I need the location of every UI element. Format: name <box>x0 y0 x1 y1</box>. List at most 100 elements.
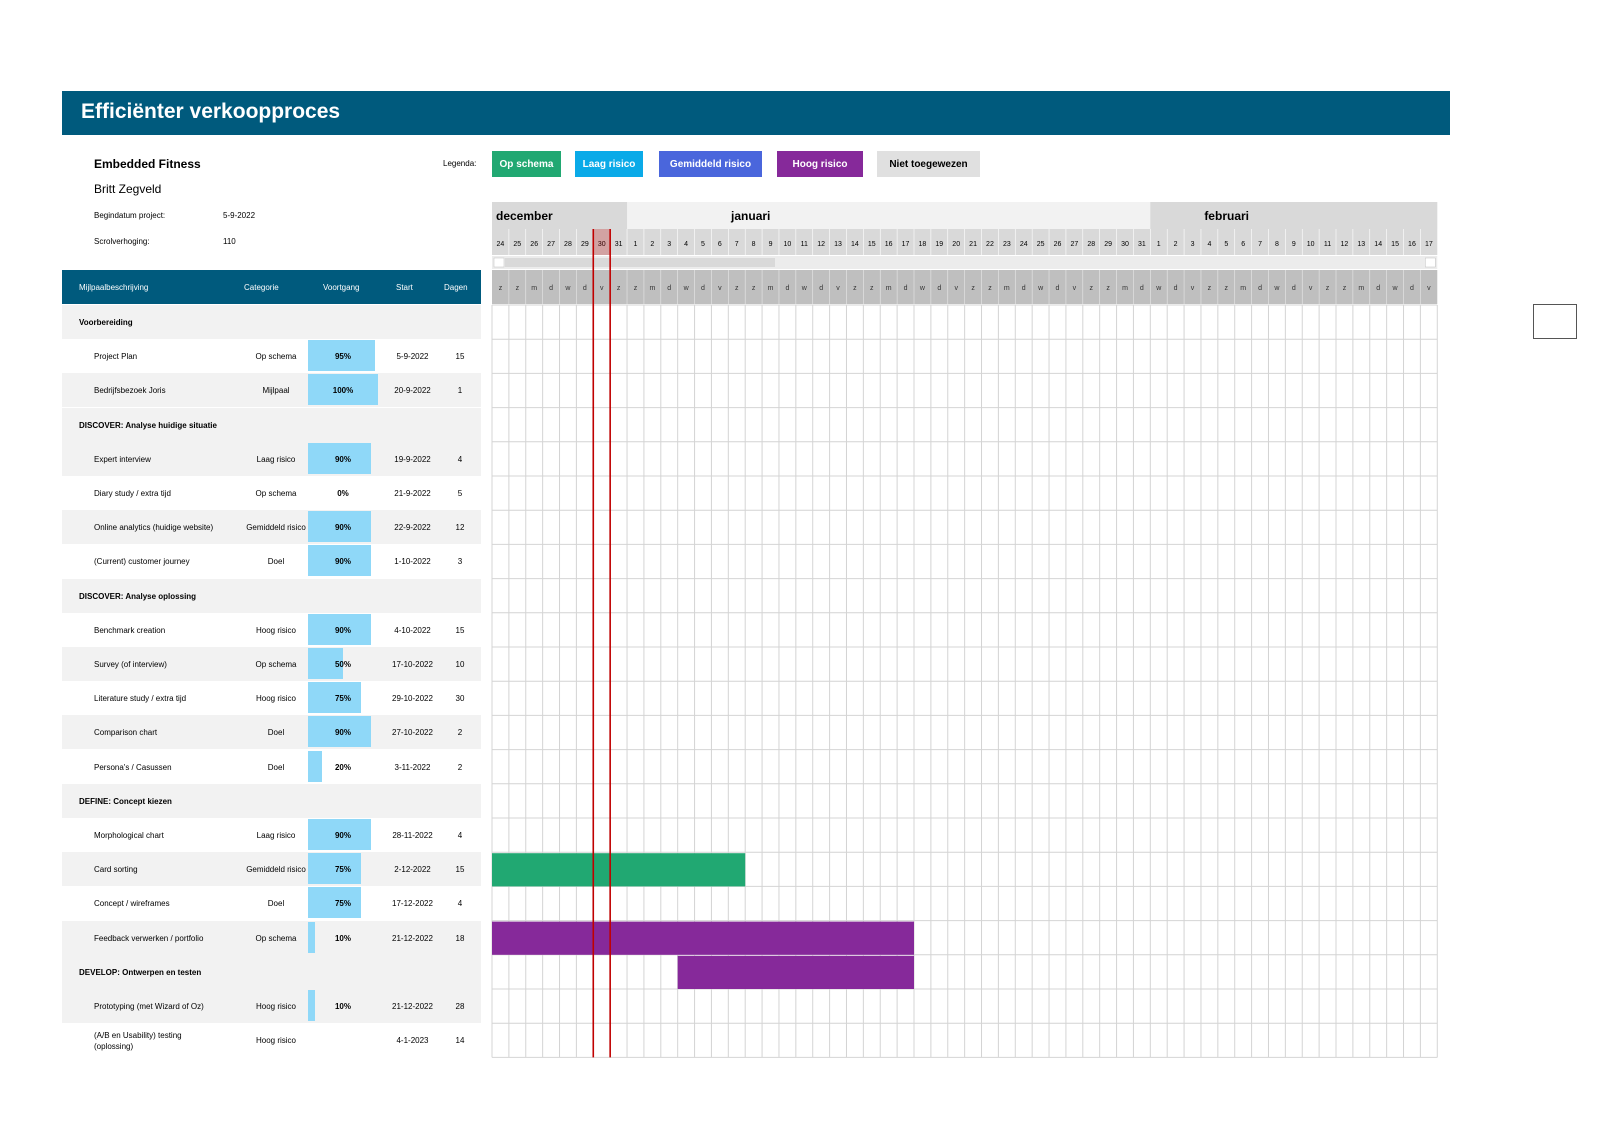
task-row[interactable]: Project Plan Op schema 95% 5-9-2022 15 <box>62 339 481 373</box>
weekday-letter: v <box>954 285 958 292</box>
task-days: 2 <box>457 762 463 772</box>
task-row[interactable]: Persona's / Casussen Doel 20% 3-11-2022 2 <box>62 750 481 784</box>
progress-text: 95% <box>334 352 351 362</box>
task-category: Hoog risico <box>255 694 296 704</box>
weekday-letter: d <box>701 285 705 292</box>
weekday-letter: d <box>1140 285 1144 292</box>
task-start: 28-11-2022 <box>392 831 433 840</box>
task-name: Diary study / extra tijd <box>94 489 171 498</box>
day-number: 23 <box>1003 241 1011 248</box>
day-number: 29 <box>581 241 589 248</box>
task-row[interactable]: Comparison chart Doel 90% 27-10-2022 2 <box>62 715 481 750</box>
day-number: 3 <box>1191 241 1195 248</box>
task-days: 12 <box>455 523 465 533</box>
day-number: 26 <box>1054 241 1062 248</box>
task-row[interactable]: Card sorting Gemiddeld risico 75% 2-12-2022… <box>62 852 481 887</box>
scrollbar-right-arrow[interactable] <box>1425 257 1436 268</box>
day-number: 11 <box>801 241 808 248</box>
gantt-task-bar <box>492 853 746 887</box>
task-row[interactable]: Morphological chart Laag risico 90% 28-11-2… <box>62 818 481 852</box>
day-number: 25 <box>513 241 521 248</box>
progress-bar <box>308 716 371 748</box>
section-row[interactable]: DEFINE: Concept kiezen <box>62 783 481 818</box>
day-number: 14 <box>1374 241 1382 248</box>
weekday-letter: d <box>1022 285 1026 292</box>
task-start: 19-9-2022 <box>394 454 431 464</box>
task-category: Doel <box>267 557 285 567</box>
weekday-letter: z <box>971 285 975 292</box>
day-number: 14 <box>851 241 859 248</box>
task-name: Project Plan <box>94 352 138 362</box>
section-row[interactable]: DISCOVER: Analyse huidige situatie <box>62 407 481 442</box>
progress-text: 90% <box>334 728 351 738</box>
day-number: 31 <box>1138 241 1146 248</box>
day-number: 10 <box>1307 241 1315 248</box>
day-number: 30 <box>1121 241 1129 248</box>
task-row[interactable]: Concept / wireframes Doel 75% 17-12-2022 4 <box>62 886 481 920</box>
task-row[interactable]: Literature study / extra tijd Hoog risico… <box>62 681 481 715</box>
weekday-letter: z <box>516 285 520 292</box>
task-start: 5-9-2022 <box>396 352 429 362</box>
today-marker <box>592 229 611 1058</box>
day-number: 20 <box>952 241 960 248</box>
task-row[interactable]: Feedback verwerken / portfolio Op schema 1… <box>62 920 481 955</box>
section-row[interactable]: Voorbereiding <box>62 305 481 339</box>
section-row[interactable]: DEVELOP: Ontwerpen en testen <box>62 954 481 989</box>
progress-bar <box>308 750 322 782</box>
legend-medium-risk: Gemiddeld risico <box>659 151 762 177</box>
day-number: 24 <box>1020 241 1028 248</box>
weekday-letter: w <box>1392 285 1399 292</box>
progress-text: 75% <box>334 865 351 875</box>
task-row[interactable]: Diary study / extra tijd Op schema 0% 21-9-… <box>62 476 481 510</box>
scrollbar-thumb[interactable] <box>505 258 775 267</box>
scroll-increment-value[interactable]: 110 <box>223 237 236 246</box>
task-days: 1 <box>457 386 463 396</box>
task-row[interactable]: Online analytics (huidige website) Gemidd… <box>62 510 481 545</box>
task-row[interactable]: (A/B en Usability) testing (oplossing) Ho… <box>62 1023 481 1057</box>
task-name: Expert interview <box>94 454 151 464</box>
legend-on-schedule: Op schema <box>492 151 561 177</box>
task-category: Doel <box>267 899 285 909</box>
weekday-letter: v <box>1309 285 1313 292</box>
task-days: 10 <box>455 660 465 669</box>
day-number: 1 <box>1157 241 1161 248</box>
task-row[interactable]: Bedrijfsbezoek Joris Mijlpaal 100% 20-9-202… <box>62 373 481 408</box>
month-label: januari <box>730 209 770 223</box>
section-row[interactable]: DISCOVER: Analyse oplossing <box>62 578 481 613</box>
task-row[interactable]: Survey (of interview) Op schema 50% 17-10-2… <box>62 647 481 681</box>
task-days: 3 <box>457 557 463 567</box>
task-category: Gemiddeld risico <box>246 865 306 875</box>
task-name: Survey (of interview) <box>94 660 167 669</box>
task-row[interactable]: Expert interview Laag risico 90% 19-9-2022 4 <box>62 441 481 476</box>
progress-bar <box>308 921 315 953</box>
progress-bar <box>308 613 371 645</box>
legend-high-risk: Hoog risico <box>777 151 863 177</box>
day-number: 15 <box>868 241 876 248</box>
task-category: Op schema <box>255 489 297 498</box>
task-row[interactable]: (Current) customer journey Doel 90% 1-10-20… <box>62 544 481 578</box>
col-start: Start <box>396 283 413 292</box>
task-days: 2 <box>457 728 463 738</box>
progress-bar <box>308 374 378 406</box>
weekday-letter: w <box>683 285 690 292</box>
progress-bar <box>308 853 361 885</box>
task-row[interactable]: Benchmark creation Hoog risico 90% 4-10-202… <box>62 613 481 647</box>
weekday-letter: w <box>1155 285 1162 292</box>
task-days: 15 <box>455 625 465 635</box>
task-category: Laag risico <box>256 454 296 464</box>
task-name: Prototyping (met Wizard of Oz) <box>94 1002 204 1011</box>
weekday-letter: d <box>904 285 908 292</box>
task-row[interactable]: Prototyping (met Wizard of Oz) Hoog risic… <box>62 989 481 1023</box>
day-number: 5 <box>701 241 705 248</box>
start-date-value[interactable]: 5-9-2022 <box>223 211 256 220</box>
gantt-bars <box>492 853 914 989</box>
selected-cell[interactable] <box>1533 304 1577 339</box>
weekday-letter: z <box>1089 285 1093 292</box>
weekday-letter: w <box>1273 285 1280 292</box>
progress-text: 10% <box>334 1002 351 1011</box>
task-days: 18 <box>455 933 465 943</box>
scrollbar-left-arrow[interactable] <box>493 257 505 268</box>
weekday-letter: d <box>785 285 789 292</box>
progress-text: 100% <box>332 386 354 396</box>
